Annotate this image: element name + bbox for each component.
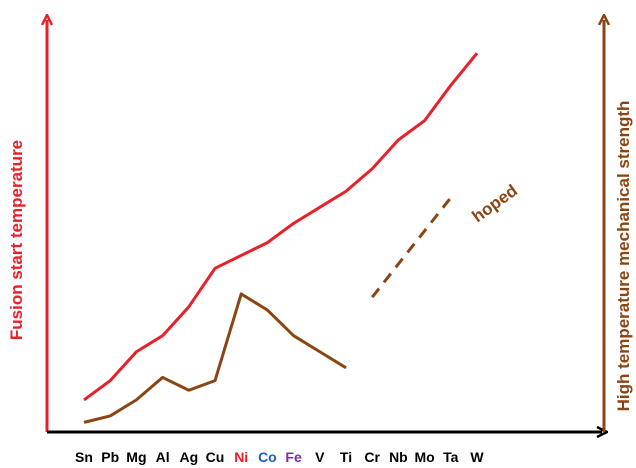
right-y-axis-title: High temperature mechanical strength	[614, 101, 633, 412]
series-line-right	[83, 292, 347, 424]
x-tick-label-mg: Mg	[126, 449, 146, 465]
x-tick-label-ti: Ti	[340, 449, 352, 465]
x-tick-label-sn: Sn	[75, 449, 93, 465]
left-y-axis-title: Fusion start temperature	[7, 140, 26, 340]
x-tick-label-al: Al	[156, 449, 170, 465]
x-tick-label-cu: Cu	[206, 449, 225, 465]
x-tick-labels: Sn Pb Mg Al Ag Cu Ni Co Fe V Ti Cr Nb Mo Ta W	[75, 449, 484, 465]
x-tick-label-nb: Nb	[389, 449, 408, 465]
x-tick-label-ni: Ni	[234, 449, 248, 465]
x-tick-label-mo: Mo	[414, 449, 434, 465]
series-layer	[83, 52, 479, 424]
x-tick-label-fe: Fe	[285, 449, 302, 465]
x-tick-label-ta: Ta	[443, 449, 459, 465]
annotation-hoped: hoped	[469, 181, 521, 226]
x-tick-label-pb: Pb	[101, 449, 119, 465]
series-line-left	[83, 52, 479, 402]
x-tick-label-w: W	[470, 449, 484, 465]
series-line-hoped	[371, 196, 452, 299]
x-tick-label-ag: Ag	[179, 449, 198, 465]
x-tick-label-cr: Cr	[364, 449, 380, 465]
x-tick-label-v: V	[315, 449, 325, 465]
x-tick-label-co: Co	[258, 449, 277, 465]
